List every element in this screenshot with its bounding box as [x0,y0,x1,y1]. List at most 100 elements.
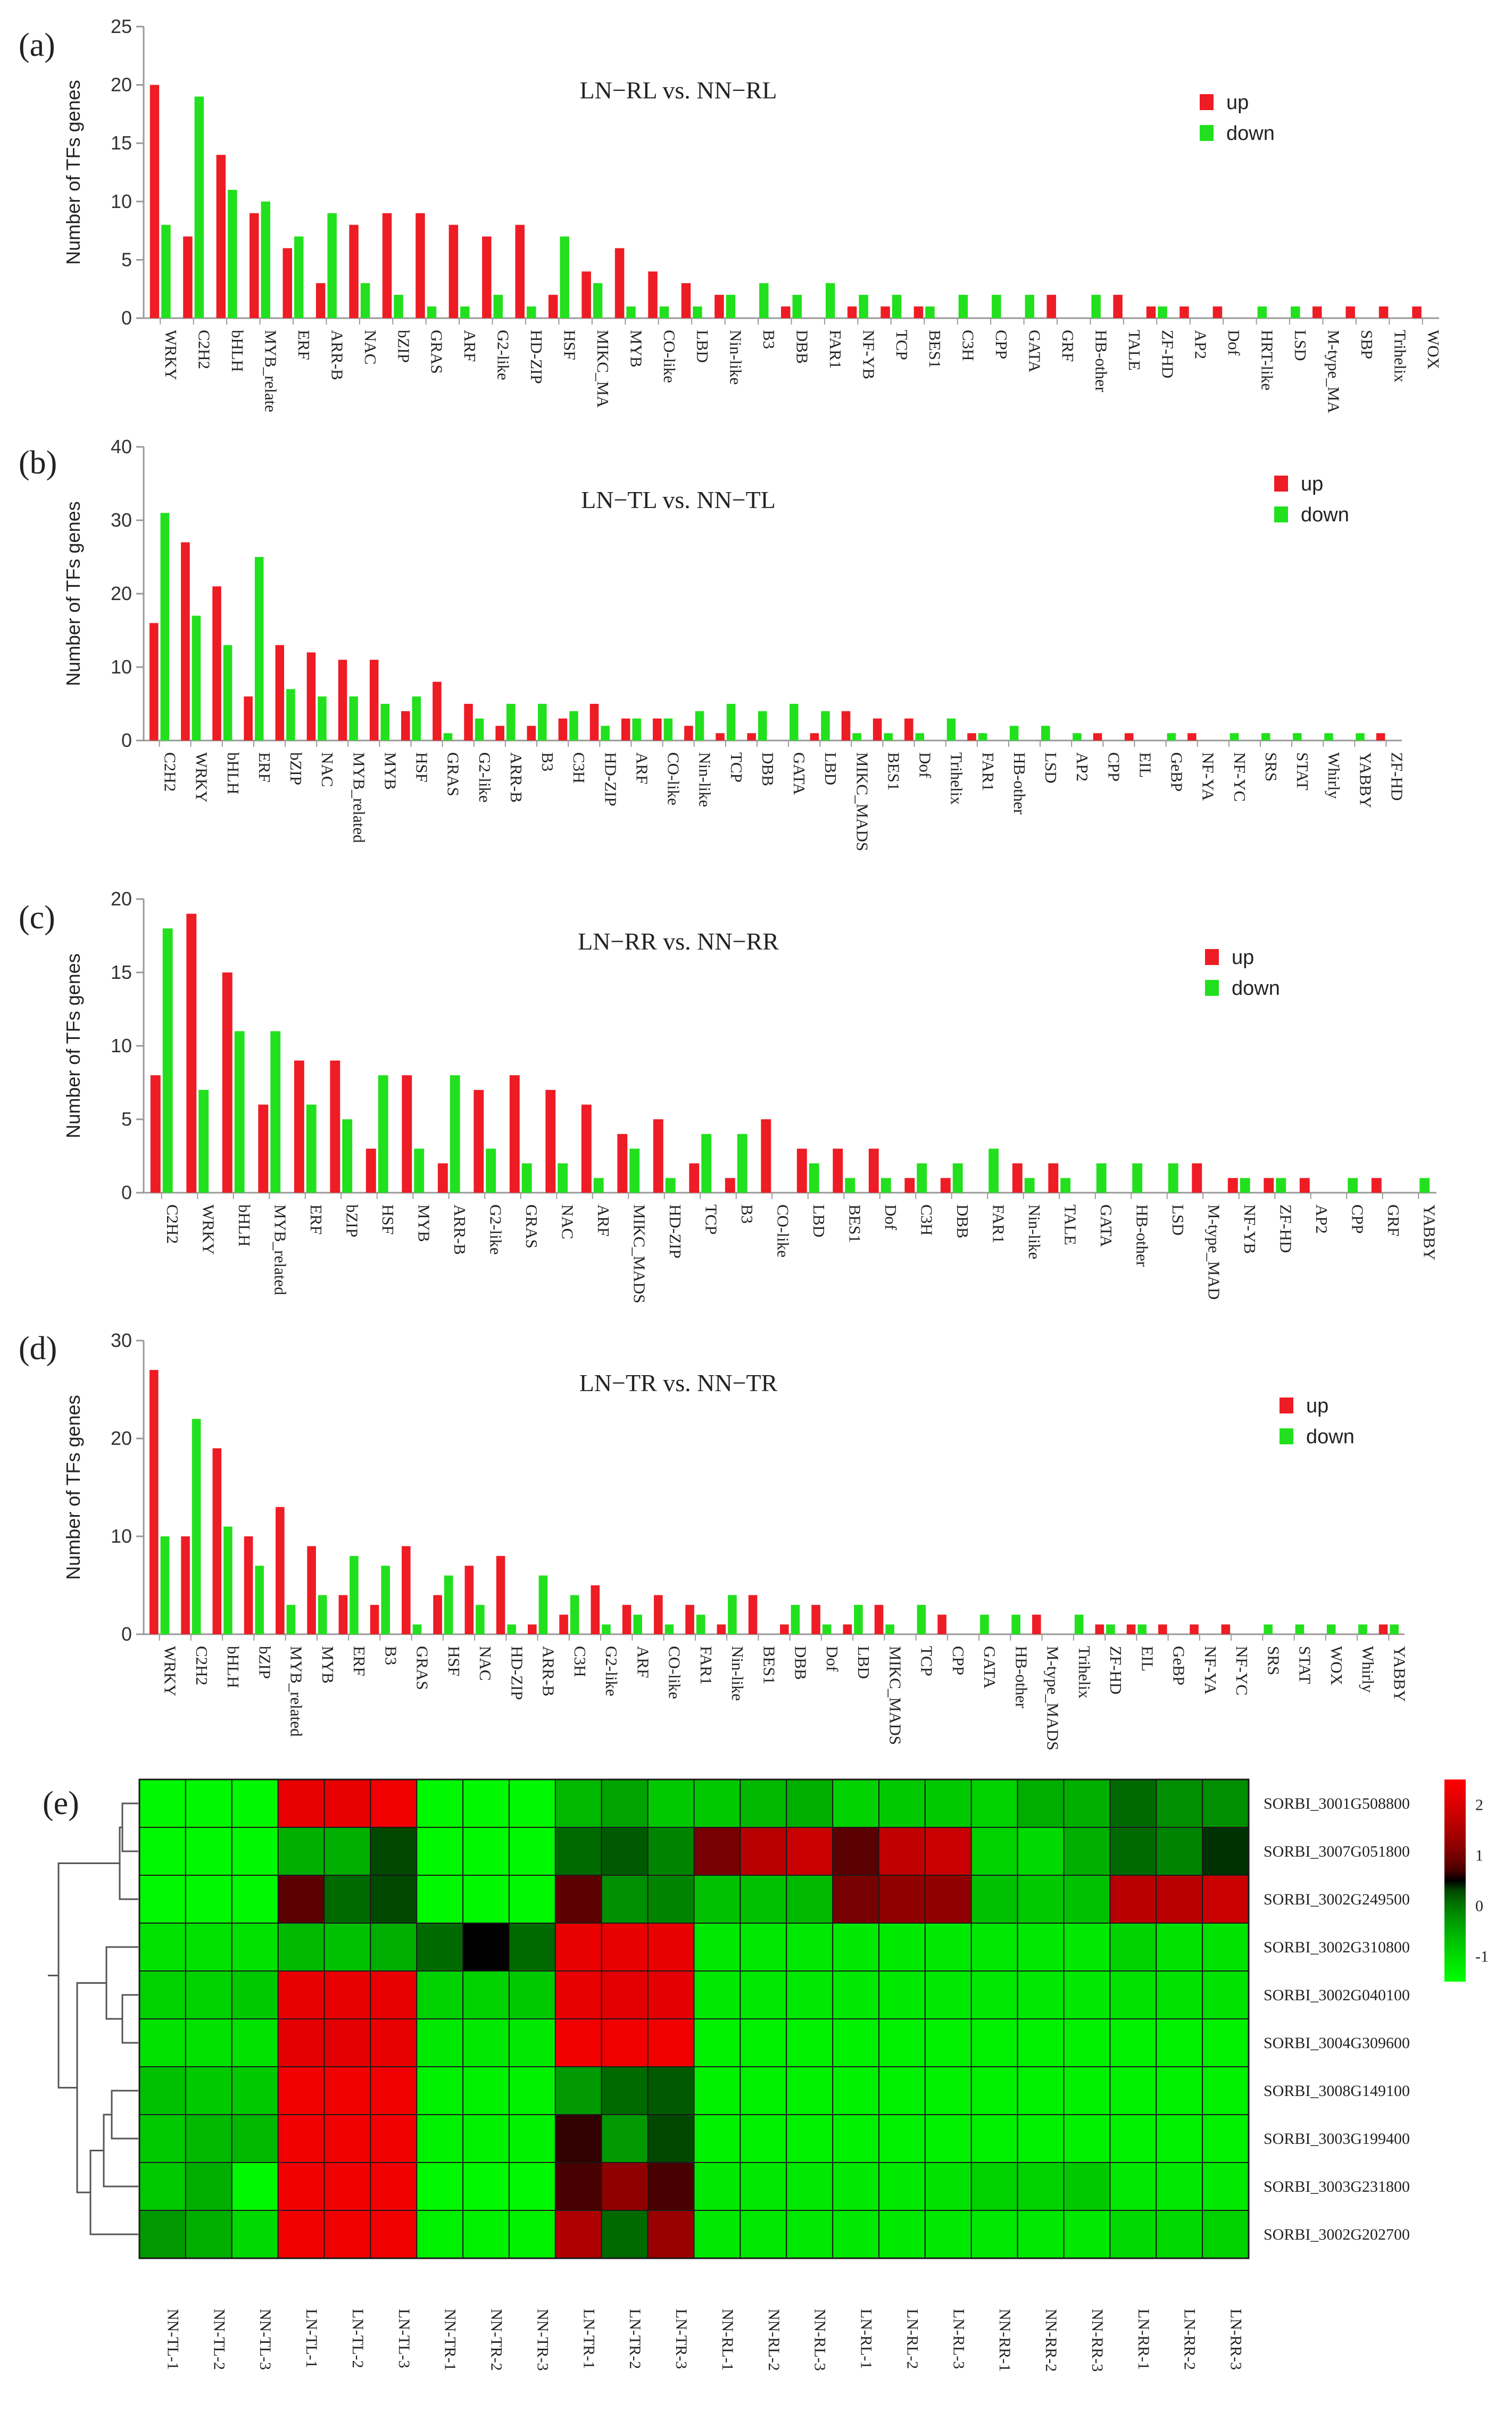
x-tick-label: ZF-HD [1388,752,1406,801]
bar-down-HSF [378,1075,388,1193]
x-tick-label: GRAS [413,1646,432,1690]
heatmap-cell [554,2114,602,2163]
heatmap-cell [462,2066,510,2115]
heatmap-cell [231,1875,279,1924]
bar-down-MYB_related [286,1604,296,1634]
bar-up-ARF [448,224,459,318]
heatmap-cell [878,1923,926,1972]
heatmap-cell [1109,1970,1157,2019]
heatmap-cell [323,1970,371,2019]
heatmap-cell [509,2018,556,2067]
heatmap-cell [554,2162,602,2211]
heatmap-cell [416,2162,464,2211]
heatmap-cell [323,2162,371,2211]
heatmap-cell [647,1923,695,1972]
bar-up-Nin-like [717,1624,726,1634]
legend-label: down [1301,504,1349,526]
heatmap-cell [509,2162,556,2211]
x-tick-label: Nin-like [696,752,715,807]
bar-up-NF-YC [1221,1624,1231,1634]
bar-down-bHLH [223,1526,232,1634]
x-tick-label: ARF [461,330,479,362]
y-tick-label: 30 [111,509,132,531]
bar-up-WRKY [149,1370,159,1634]
bar-up-HD-ZIP [653,1119,663,1193]
bar-down-ARR-B [538,1575,548,1634]
bar-up-MIKC_MADS [841,711,851,741]
heatmap-cell [647,1970,695,2019]
x-tick-label: SRS [1262,752,1281,781]
bar-down-MYB_relate [261,201,271,318]
x-tick-label: bHLH [235,1204,254,1246]
bar-down-G2-like [475,718,484,741]
x-tick-label: BES1 [884,752,903,791]
heatmap-cell [647,2210,695,2259]
heatmap-cell [878,2210,926,2259]
x-tick-label: NAC [318,752,337,787]
legend-swatch-down [1280,1428,1293,1444]
bar-up-bHLH [212,586,221,741]
x-tick-label: GATA [981,1646,999,1689]
bar-up-MIKC_MADS [874,1604,884,1634]
bar-up-bZIP [244,1536,253,1634]
legend-label: down [1226,122,1275,145]
bar-down-MYB_related [349,696,358,741]
heatmap-cell [1109,1923,1157,1972]
y-tick-label: 30 [111,1329,132,1351]
y-tick-label: 10 [111,1035,132,1057]
bar-down-B3 [538,704,547,741]
heatmap-cell [231,1827,279,1876]
x-tick-label: ARF [594,1204,613,1236]
x-tick-label: GeBP [1168,752,1186,792]
bar-up-M-type_MAD [1192,1163,1202,1193]
bar-up-NF-YB [847,306,857,318]
bar-down-MIKC_MADS [629,1149,640,1193]
x-tick-label: YABBY [1420,1204,1439,1260]
heatmap-cell [1109,2210,1157,2259]
y-tick-label: 0 [121,307,132,329]
heatmap-cell [786,1875,834,1924]
heatmap-cell [924,2114,972,2163]
x-tick-label: GRF [1384,1204,1403,1236]
x-tick-label: CPP [1348,1204,1367,1234]
heatmap-cell [509,1779,556,1828]
heatmap-cell [740,1923,787,1972]
bar-down-STAT [1295,1624,1305,1634]
heatmap-cell [1109,1779,1157,1828]
x-tick-label: bHLH [228,330,247,372]
bar-down-TCP [917,1604,926,1634]
heatmap-col-label: NN-RL-2 [765,2309,783,2371]
x-tick-label: B3 [538,752,557,771]
bar-up-ARR-B [528,1624,537,1634]
heatmap-cell [970,2162,1018,2211]
heatmap-col-label: NN-TR-3 [534,2309,551,2371]
legend-label: down [1232,977,1280,1000]
bar-up-ZF-HD [1264,1178,1274,1193]
bar-panel-3: (c) LN−RR vs. NN−RR Number of TFs genes 0 5 1… [19,888,1439,1303]
colorbar-tick-label: 2 [1475,1796,1483,1814]
heatmap-cell [693,2210,741,2259]
heatmap-cell [370,2114,418,2163]
heatmap-cell [1017,2018,1065,2067]
heatmap-cell [1202,1827,1249,1876]
heatmap-cell [1063,2210,1111,2259]
heatmap-cell [277,1875,325,1924]
x-tick-label: NAC [476,1646,495,1681]
bar-up-bHLH [212,1448,222,1634]
heatmap-cell [554,1875,602,1924]
bar-down-YABBY [1390,1624,1399,1634]
x-tick-label: TCP [702,1204,720,1235]
x-tick-label: NF-YC [1231,752,1249,802]
x-tick-label: LSD [1169,1204,1187,1236]
heatmap-cell [786,2018,834,2067]
heatmap-row-label: SORBI_3001G508800 [1264,1795,1410,1812]
bar-down-HB-other [1009,726,1019,741]
heatmap-cell [601,2114,649,2163]
heatmap-cell [323,1779,371,1828]
x-tick-label: ARR-B [451,1204,469,1255]
heatmap-cell [185,1923,232,1972]
heatmap-cell [878,2066,926,2115]
x-tick-label: YABBY [1390,1646,1409,1702]
bar-down-Trihelix [946,718,956,741]
bar-up-LBD [796,1149,807,1193]
